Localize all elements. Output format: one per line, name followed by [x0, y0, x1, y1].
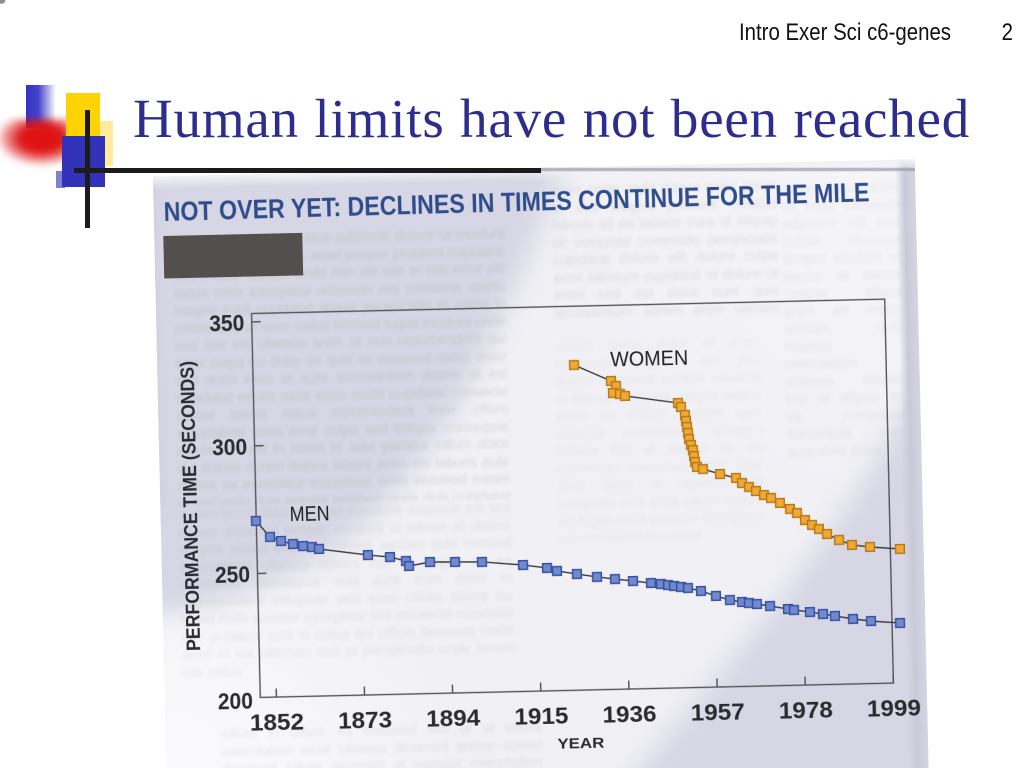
svg-text:1852: 1852: [250, 708, 305, 735]
svg-text:250: 250: [215, 561, 251, 588]
svg-text:WOMEN: WOMEN: [610, 347, 689, 372]
svg-text:1957: 1957: [690, 698, 745, 725]
svg-text:1999: 1999: [867, 694, 922, 721]
svg-text:PERFORMANCE TIME (SECONDS): PERFORMANCE TIME (SECONDS): [177, 361, 206, 651]
svg-text:200: 200: [218, 688, 254, 715]
svg-text:NOT OVER YET: DECLINES IN TIME: NOT OVER YET: DECLINES IN TIMES CONTINUE…: [163, 177, 870, 227]
svg-text:1894: 1894: [426, 704, 481, 731]
svg-text:1936: 1936: [602, 700, 657, 727]
svg-text:YEAR: YEAR: [557, 736, 605, 753]
svg-text:1915: 1915: [514, 702, 569, 729]
svg-text:300: 300: [212, 434, 248, 461]
svg-text:1978: 1978: [779, 696, 834, 723]
svg-text:MEN: MEN: [289, 503, 330, 527]
svg-text:1873: 1873: [338, 706, 393, 733]
svg-text:350: 350: [209, 310, 245, 337]
